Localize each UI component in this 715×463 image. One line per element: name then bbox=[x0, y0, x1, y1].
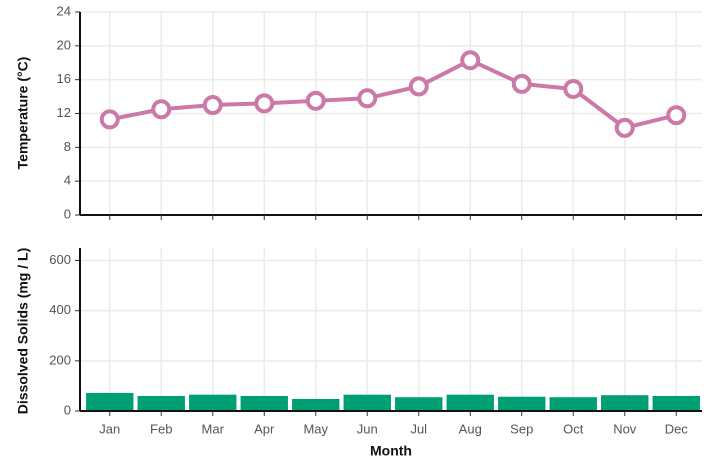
bar bbox=[343, 394, 391, 411]
x-tick-label: Sep bbox=[510, 421, 533, 436]
x-tick-label: Feb bbox=[150, 421, 172, 436]
x-tick-label: Jun bbox=[357, 421, 378, 436]
y-tick-label: 12 bbox=[57, 105, 71, 120]
bar bbox=[601, 395, 649, 411]
x-tick-label: Oct bbox=[563, 421, 584, 436]
y-tick-label: 24 bbox=[57, 3, 71, 18]
bar bbox=[395, 397, 443, 411]
y-tick-label: 20 bbox=[57, 37, 71, 52]
point bbox=[460, 50, 481, 71]
point bbox=[151, 99, 172, 120]
x-tick-label: Dec bbox=[665, 421, 689, 436]
y-axis-title: Dissolved Solids (mg / L) bbox=[15, 248, 31, 414]
point bbox=[99, 109, 120, 130]
x-tick-label: Mar bbox=[202, 421, 225, 436]
y-tick-label: 16 bbox=[57, 71, 71, 86]
point bbox=[511, 73, 532, 94]
bar bbox=[652, 395, 700, 411]
x-tick-label: Apr bbox=[254, 421, 275, 436]
point bbox=[305, 90, 326, 111]
point bbox=[614, 117, 635, 138]
bar bbox=[137, 395, 185, 411]
bar bbox=[240, 395, 288, 411]
x-tick-label: Jan bbox=[99, 421, 120, 436]
x-axis-title: Month bbox=[370, 443, 412, 459]
line bbox=[109, 58, 677, 130]
x-tick-label: Aug bbox=[459, 421, 482, 436]
y-tick-label: 4 bbox=[64, 173, 71, 188]
point bbox=[357, 88, 378, 109]
y-tick-label: 200 bbox=[49, 352, 71, 367]
y-tick-label: 400 bbox=[49, 302, 71, 317]
y-tick-label: 8 bbox=[64, 139, 71, 154]
point bbox=[408, 76, 429, 97]
point bbox=[202, 95, 223, 116]
point bbox=[666, 105, 687, 126]
point bbox=[254, 93, 275, 114]
x-tick-label: May bbox=[303, 421, 328, 436]
y-tick-label: 600 bbox=[49, 252, 71, 267]
bar bbox=[446, 394, 494, 411]
bar bbox=[549, 397, 597, 411]
bar bbox=[498, 396, 546, 411]
bar bbox=[86, 392, 134, 411]
bar bbox=[189, 394, 237, 411]
bar bbox=[292, 398, 340, 411]
y-tick-label: 0 bbox=[64, 402, 71, 417]
x-tick-label: Jul bbox=[410, 421, 427, 436]
x-tick-label: Nov bbox=[613, 421, 637, 436]
y-axis-title: Temperature (°C) bbox=[15, 57, 31, 170]
point bbox=[563, 78, 584, 99]
y-tick-label: 0 bbox=[64, 206, 71, 221]
